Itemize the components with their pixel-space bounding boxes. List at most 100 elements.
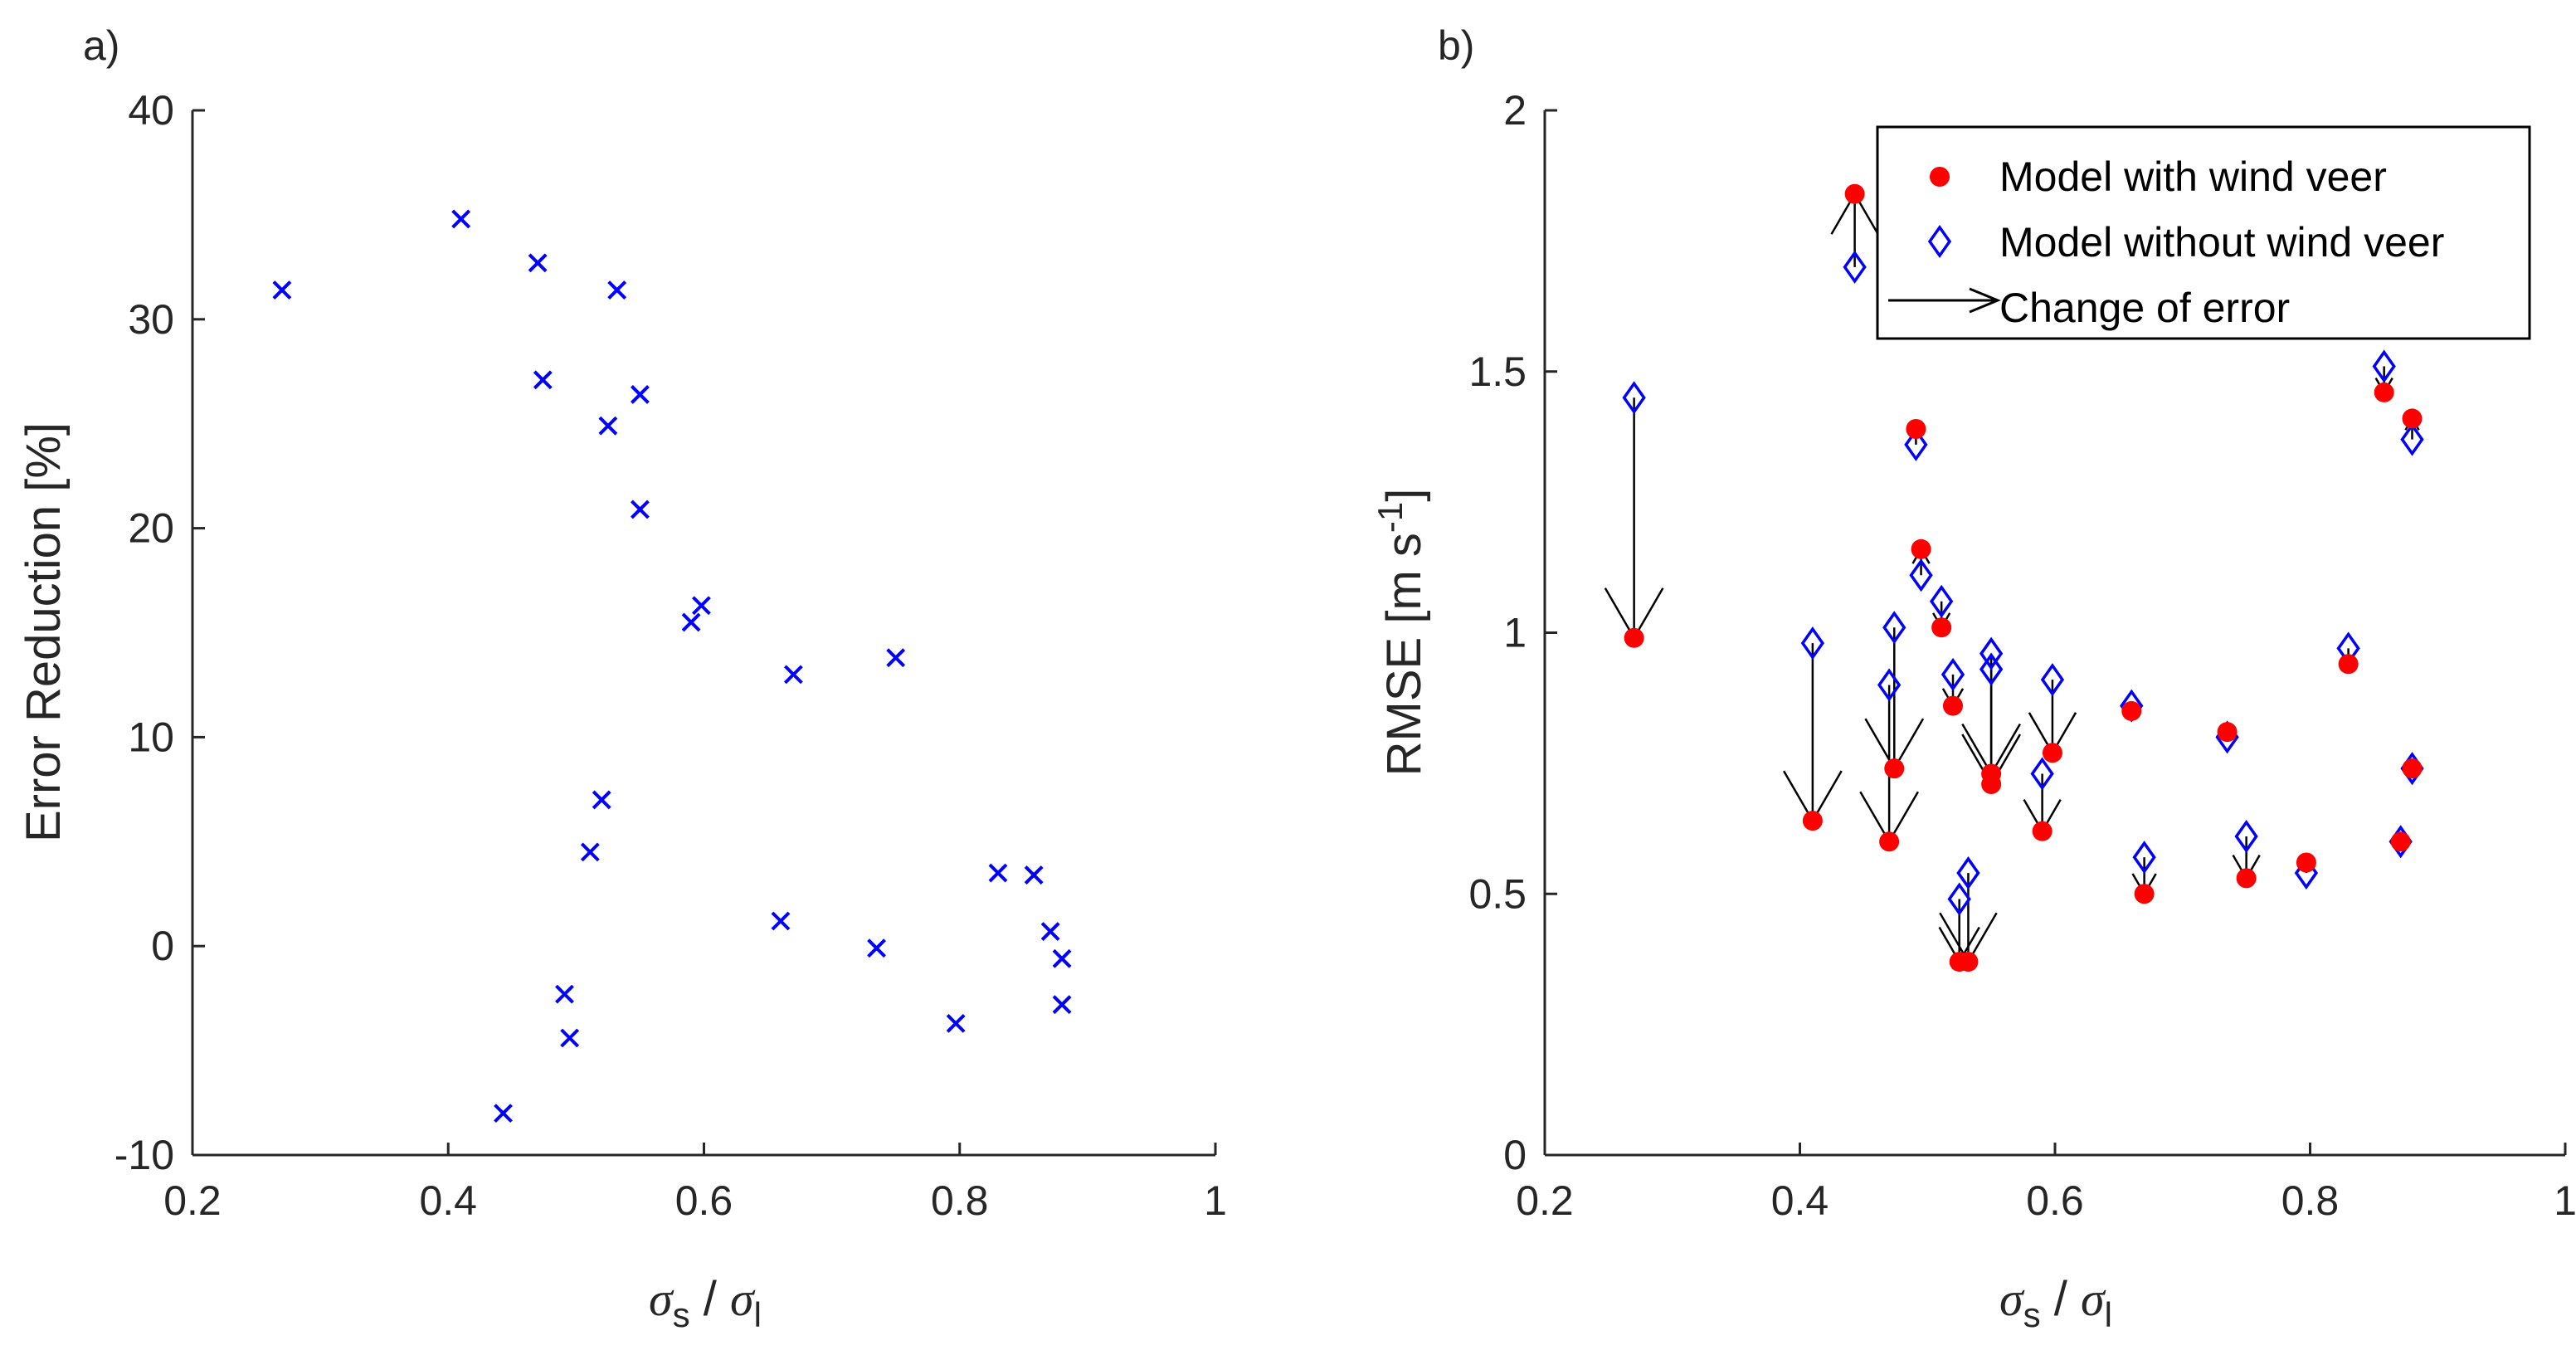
- error-reduction-point: [867, 938, 886, 958]
- panel-b-x-tick-label: 1: [2554, 1177, 2576, 1224]
- error-reduction-point: [771, 911, 791, 931]
- panel-a-plot-area: [191, 109, 1217, 1157]
- with-veer-point: [2338, 654, 2359, 675]
- panel-b-label: b): [1438, 22, 1474, 69]
- without-veer-point: [1622, 381, 1646, 415]
- without-veer-point: [1941, 657, 1965, 691]
- without-veer-point: [1877, 668, 1902, 702]
- panel-a-x-tick-label: 0.6: [675, 1177, 733, 1224]
- error-reduction-point: [631, 385, 650, 404]
- panel-b-x-axis-title: σs / σl: [1999, 1272, 2112, 1334]
- panel-a-x-tick-label: 0.2: [163, 1177, 222, 1224]
- with-veer-point: [1844, 183, 1865, 204]
- with-veer-point: [2134, 884, 2155, 904]
- panel-b-y-tick-label: 1: [1503, 610, 1527, 656]
- without-veer-point: [1979, 652, 2004, 686]
- panel-a-y-axis-title: Error Reduction [%]: [17, 422, 71, 842]
- error-reduction-point: [1052, 995, 1072, 1015]
- without-veer-point: [1843, 250, 1867, 284]
- panel-b-y-tick-labels: 0 0.5 1 1.5 2: [1468, 87, 1527, 1178]
- panel-b-rmse-chart: b) 0.2 0.4 0.6 0.8 1 0 0.5 1 1.5 2 σs / σl RMSE …: [1371, 22, 2576, 1334]
- error-reduction-point: [946, 1013, 966, 1033]
- with-veer-point: [1943, 695, 1963, 716]
- panel-b-x-tick-label: 0.6: [2026, 1177, 2084, 1224]
- without-veer-point: [1979, 636, 2004, 670]
- error-reduction-point: [528, 253, 548, 273]
- with-veer-point: [2402, 758, 2423, 779]
- with-veer-point: [1802, 811, 1823, 831]
- error-reduction-point: [1052, 948, 1072, 968]
- with-veer-point: [1624, 627, 1644, 648]
- error-reduction-point: [272, 280, 292, 300]
- without-veer-point: [1904, 427, 1928, 461]
- legend-without-veer-label: Model without wind veer: [1999, 219, 2444, 266]
- panel-a-x-tick-labels: 0.2 0.4 0.6 0.8 1: [163, 1177, 1227, 1224]
- error-reduction-point: [451, 209, 471, 229]
- panel-b-x-tick-label: 0.2: [1516, 1177, 1574, 1224]
- without-veer-point: [2030, 757, 2054, 791]
- with-veer-point: [1911, 539, 1931, 559]
- error-reduction-point: [560, 1028, 580, 1048]
- panel-a-y-tick-label: 10: [128, 714, 174, 760]
- with-veer-point: [2296, 852, 2316, 873]
- error-reduction-point: [692, 596, 711, 616]
- panel-a-y-tick-label: 30: [128, 296, 174, 343]
- with-veer-point: [2374, 382, 2394, 402]
- error-reduction-point: [494, 1104, 513, 1123]
- panel-b-plot-area: [1543, 109, 2567, 1157]
- panel-a-y-tick-labels: -10 0 10 20 30 40: [114, 87, 174, 1178]
- panel-a-y-tick-label: 0: [151, 923, 174, 969]
- panel-b-y-tick-label: 1.5: [1468, 348, 1527, 395]
- error-reduction-point: [1024, 865, 1044, 885]
- with-veer-point: [1906, 418, 1926, 439]
- error-reduction-point: [783, 665, 803, 685]
- panel-b-x-tick-labels: 0.2 0.4 0.6 0.8 1: [1516, 1177, 2576, 1224]
- legend-change-label: Change of error: [1999, 285, 2290, 331]
- error-reduction-point: [580, 842, 600, 862]
- panel-b-legend: Model with wind veer Model without wind …: [1876, 125, 2531, 340]
- without-veer-point: [1947, 882, 1971, 916]
- error-reduction-point: [631, 500, 650, 519]
- with-veer-point: [2121, 700, 2142, 721]
- with-veer-point: [1958, 952, 1979, 972]
- without-veer-point: [1956, 856, 1980, 890]
- panel-b-y-tick-label: 0: [1503, 1132, 1527, 1178]
- without-veer-point: [1909, 558, 1933, 592]
- error-reduction-point: [598, 416, 618, 436]
- panel-a-y-tick-label: 20: [128, 505, 174, 552]
- with-veer-point: [1931, 617, 1952, 638]
- without-veer-point: [2400, 422, 2424, 456]
- legend-arrow-icon: [1969, 287, 2001, 314]
- legend-box: [1876, 125, 2531, 340]
- error-reduction-point: [886, 648, 906, 668]
- without-veer-point: [2372, 349, 2396, 383]
- with-veer-point: [2402, 408, 2423, 429]
- panel-a-x-tick-label: 1: [1204, 1177, 1227, 1224]
- panel-b-y-axis-title: RMSE [m s-1]: [1371, 489, 1431, 777]
- panel-b-data-marks: [1622, 183, 2424, 972]
- with-veer-point: [2236, 868, 2257, 889]
- with-veer-point: [2390, 831, 2411, 852]
- panel-a-error-reduction-chart: a) 0.2 0.4 0.6 0.8 1 -10 0 10 20 30 40 σs / σl Er…: [17, 22, 1227, 1334]
- with-veer-point: [1884, 758, 1905, 779]
- legend-with-veer-label: Model with wind veer: [1999, 154, 2387, 200]
- panel-a-y-tick-label: 40: [128, 87, 174, 134]
- with-veer-point: [2032, 821, 2053, 841]
- panel-a-x-axis-title: σs / σl: [649, 1272, 762, 1334]
- error-reduction-point: [607, 280, 627, 300]
- panel-b-x-tick-label: 0.4: [1771, 1177, 1829, 1224]
- without-veer-point: [2234, 819, 2258, 854]
- with-veer-point: [2042, 743, 2062, 763]
- with-veer-point: [1879, 831, 1900, 852]
- error-reduction-point: [681, 612, 701, 632]
- without-veer-point: [1800, 626, 1825, 660]
- error-reduction-point: [592, 790, 611, 810]
- with-veer-point: [2217, 722, 2238, 743]
- legend-without-veer-marker: [1927, 224, 1952, 259]
- with-veer-point: [1981, 763, 2002, 784]
- panel-a-data-marks: [272, 209, 1072, 1123]
- without-veer-point: [1930, 584, 1954, 618]
- legend-with-veer-marker: [1930, 167, 1950, 187]
- panel-b-x-tick-label: 0.8: [2281, 1177, 2340, 1224]
